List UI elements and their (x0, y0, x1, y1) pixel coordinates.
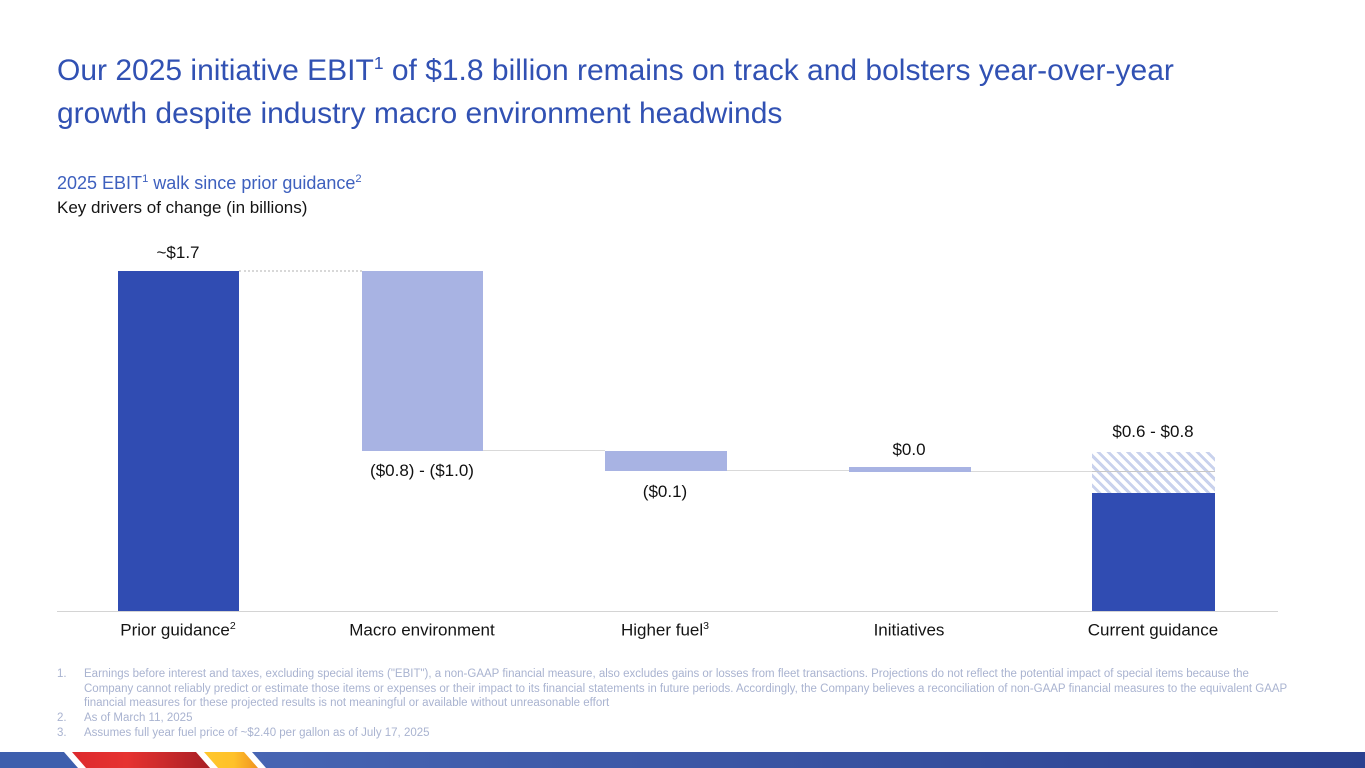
bar-higher-fuel (605, 451, 727, 471)
bar-current-guidance (1092, 493, 1215, 611)
footnote-ref-2: 2 (355, 173, 362, 185)
bar-prior-guidance (118, 271, 239, 611)
footnote-number: 1. (57, 668, 67, 680)
footnote-2: 2. As of March 11, 2025 (57, 711, 1292, 726)
category-label-prior-guidance: Prior guidance2 (68, 620, 288, 641)
category-label-current-guidance: Current guidance (1043, 620, 1263, 641)
connector-line-dotted (239, 270, 362, 272)
footnote-1: 1. Earnings before interest and taxes, e… (57, 667, 1292, 711)
brand-stripe-logo (0, 752, 1365, 768)
footnote-3: 3. Assumes full year fuel price of ~$2.4… (57, 726, 1292, 741)
slide-title: Our 2025 initiative EBIT1 of $1.8 billio… (57, 50, 1242, 135)
category-text: Current guidance (1087, 620, 1219, 640)
category-label-macro-environment: Macro environment (312, 620, 532, 641)
value-label-macro-environment: ($0.8) - ($1.0) (370, 461, 474, 480)
connector-line (483, 450, 605, 451)
chart-heading-text: 2025 EBIT (57, 173, 143, 193)
value-label-initiatives: $0.0 (892, 440, 926, 459)
footnote-ref-3: 3 (703, 620, 710, 632)
bar-macro-environment (362, 271, 483, 451)
chart-subheading: Key drivers of change (in billions) (57, 198, 308, 217)
bar-current-guidance-range-hatch (1092, 452, 1215, 493)
category-text: Prior guidance (120, 620, 230, 640)
stripe-yellow (204, 752, 258, 768)
footnote-text: Earnings before interest and taxes, excl… (84, 668, 1288, 710)
connector-line (971, 471, 1092, 472)
category-label-higher-fuel: Higher fuel3 (555, 620, 775, 641)
footnotes: 1. Earnings before interest and taxes, e… (57, 667, 1292, 741)
category-text: Higher fuel (620, 620, 704, 640)
stripe-red (72, 752, 210, 768)
category-label-initiatives: Initiatives (799, 620, 1019, 641)
stripe-blue-right (252, 752, 1365, 768)
slide-title-text-cont: of $1.8 billion remains on track and bol… (57, 54, 1174, 130)
category-text: Initiatives (873, 620, 945, 640)
value-label-higher-fuel: ($0.1) (642, 482, 688, 501)
category-text: Macro environment (349, 620, 495, 640)
bar-initiatives (849, 467, 971, 472)
value-label-prior-guidance: ~$1.7 (156, 243, 200, 262)
connector-line (727, 470, 849, 471)
value-label-current-guidance: $0.6 - $0.8 (1112, 422, 1194, 441)
footnote-number: 2. (57, 712, 67, 725)
chart-heading-text-cont: walk since prior guidance (148, 173, 356, 193)
footnote-text: As of March 11, 2025 (84, 712, 193, 725)
chart-heading: 2025 EBIT1 walk since prior guidance2 (57, 173, 362, 194)
footnote-number: 3. (57, 726, 67, 739)
footnote-ref-2: 2 (229, 620, 236, 632)
slide-title-text: Our 2025 initiative EBIT (57, 54, 374, 87)
footnote-ref-1: 1 (373, 53, 384, 73)
footnote-ref-1: 1 (142, 173, 149, 185)
connector-line (1092, 471, 1215, 472)
stripe-blue-left (0, 752, 78, 768)
footnote-text: Assumes full year fuel price of ~$2.40 p… (84, 726, 430, 739)
x-axis-line (57, 611, 1278, 612)
